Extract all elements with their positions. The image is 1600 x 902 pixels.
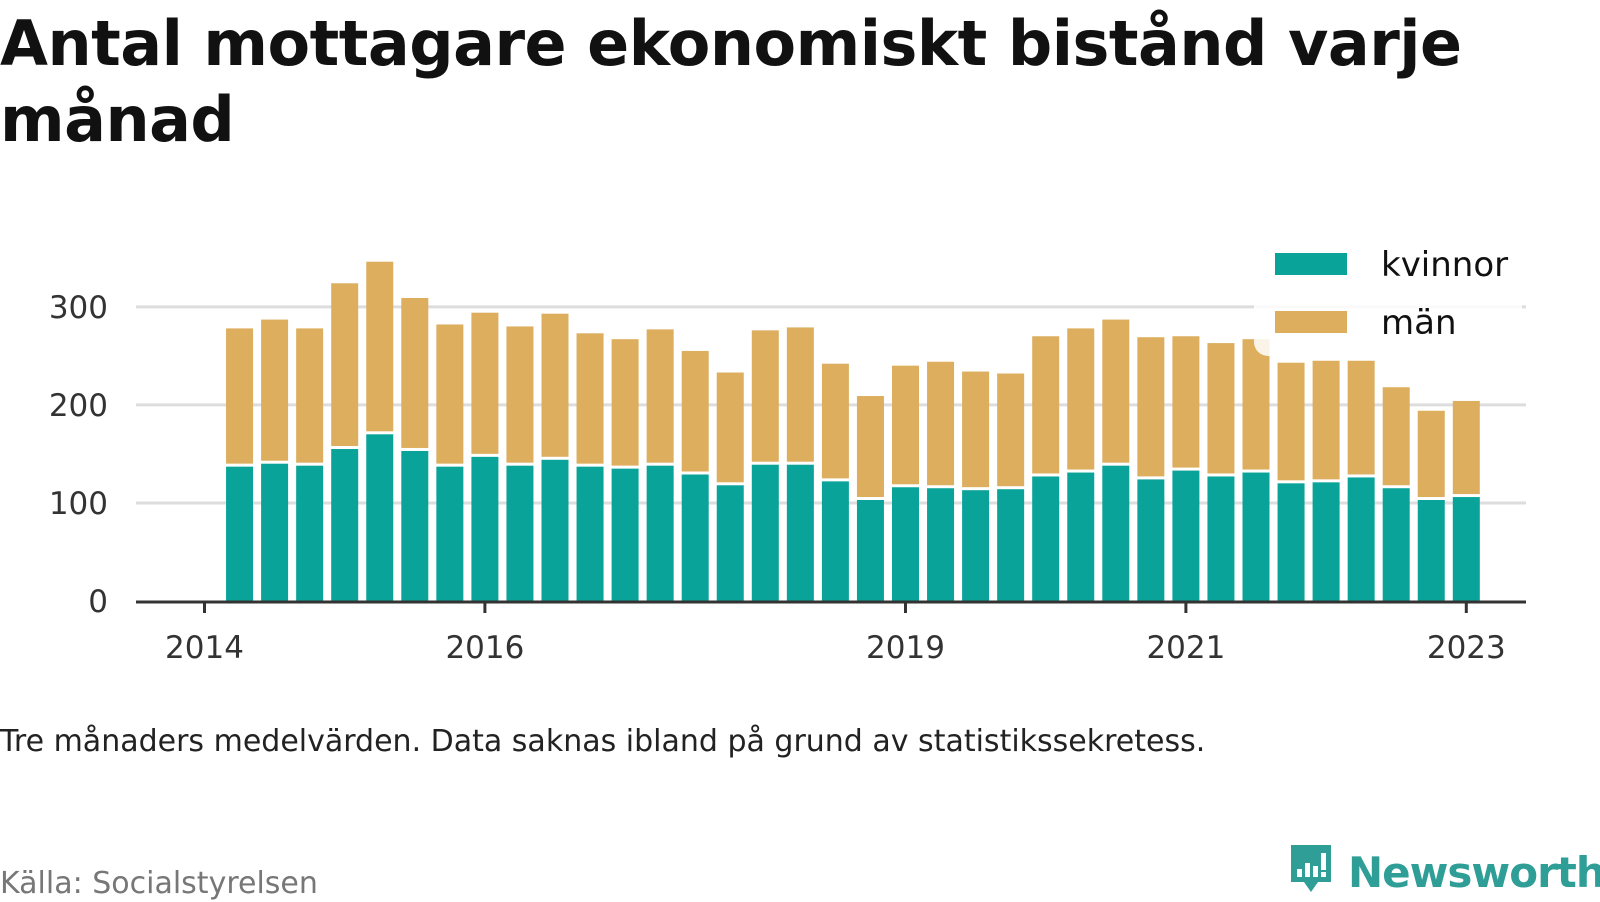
bar-man xyxy=(1032,336,1060,474)
bar-man xyxy=(296,328,324,463)
bar-man xyxy=(576,333,604,464)
bar-man xyxy=(436,324,464,464)
legend-label-kvinnor: kvinnor xyxy=(1381,245,1508,285)
bar-kvinnor xyxy=(1207,476,1235,601)
bar-man xyxy=(1382,387,1410,486)
bar-kvinnor xyxy=(716,485,744,601)
bar-kvinnor xyxy=(366,434,394,601)
bar-kvinnor xyxy=(1172,470,1200,601)
bar-man xyxy=(366,261,394,432)
bar-kvinnor xyxy=(331,449,359,601)
bar-kvinnor xyxy=(1347,477,1375,601)
legend-swatch-kvinnor xyxy=(1275,253,1347,275)
bar-kvinnor xyxy=(786,464,814,601)
bar-kvinnor xyxy=(1032,476,1060,601)
bar-man xyxy=(681,350,709,472)
bar-kvinnor xyxy=(1382,488,1410,601)
bar-kvinnor xyxy=(296,465,324,601)
bar-man xyxy=(541,313,569,457)
bar-kvinnor xyxy=(1417,499,1445,601)
bar-kvinnor xyxy=(856,499,884,601)
bar-kvinnor xyxy=(1137,479,1165,601)
bar-man xyxy=(611,339,639,466)
newsworthy-logo[interactable]: Newsworthy xyxy=(1288,842,1600,902)
bar-man xyxy=(1277,362,1305,481)
bar-kvinnor xyxy=(576,466,604,601)
bar-kvinnor xyxy=(892,487,919,601)
bar-man xyxy=(506,326,534,463)
bar-kvinnor xyxy=(436,466,464,601)
bar-man xyxy=(1172,336,1200,468)
bar-kvinnor xyxy=(1452,497,1480,601)
newsworthy-chart-bubble-icon xyxy=(1291,845,1331,892)
bar-kvinnor xyxy=(962,490,990,601)
x-tick-label: 2023 xyxy=(1427,630,1506,666)
bar-kvinnor xyxy=(1242,472,1270,601)
bar-man xyxy=(1452,400,1480,495)
bar-man xyxy=(962,371,990,488)
y-tick-label: 0 xyxy=(88,584,108,620)
bar-kvinnor xyxy=(506,465,534,601)
bar-kvinnor xyxy=(751,464,779,601)
bar-kvinnor xyxy=(1102,465,1130,601)
stacked-bar-chart: 0 100 200 300 2014 2016 2019 2021 2023 kvinnor män xyxy=(48,245,1526,666)
x-tick-label: 2019 xyxy=(866,630,945,666)
bar-man xyxy=(1102,319,1130,463)
bar-kvinnor xyxy=(821,481,849,601)
brand-name: Newsworthy xyxy=(1348,847,1600,897)
legend-label-man: män xyxy=(1381,303,1457,343)
chart-title: Antal mottagare ekonomiskt bistånd varje… xyxy=(0,7,1462,156)
bar-kvinnor xyxy=(646,465,674,601)
bar-man xyxy=(1347,360,1375,475)
x-tick-label: 2016 xyxy=(445,630,524,666)
bar-kvinnor xyxy=(226,466,254,601)
bar-kvinnor xyxy=(681,474,709,601)
bar-kvinnor xyxy=(471,456,499,601)
bar-kvinnor xyxy=(1277,483,1305,601)
bar-man xyxy=(821,363,849,479)
source-credit: Källa: Socialstyrelsen xyxy=(0,866,318,901)
bar-man xyxy=(786,327,814,462)
bar-kvinnor xyxy=(261,463,289,601)
bar-man xyxy=(1067,328,1095,470)
bar-kvinnor xyxy=(1312,482,1340,601)
bar-man xyxy=(1417,410,1445,497)
bar-kvinnor xyxy=(611,468,639,601)
y-tick-label: 200 xyxy=(49,388,108,424)
bar-kvinnor xyxy=(541,459,569,601)
bar-man xyxy=(1207,343,1235,474)
bar-man xyxy=(751,330,779,462)
y-tick-label: 300 xyxy=(49,290,108,326)
bar-man xyxy=(1242,339,1270,470)
bar-man xyxy=(1137,337,1165,477)
bar-man xyxy=(471,312,499,454)
chart-note: Tre månaders medelvärden. Data saknas ib… xyxy=(0,724,1206,759)
bar-man xyxy=(1312,360,1340,480)
bar-man xyxy=(331,283,359,447)
bar-man xyxy=(856,396,884,497)
x-tick-label: 2021 xyxy=(1146,630,1225,666)
legend-swatch-man xyxy=(1275,311,1347,333)
bar-man xyxy=(892,365,919,485)
bar-kvinnor xyxy=(927,488,955,601)
bar-man xyxy=(927,361,955,486)
bar-man xyxy=(226,328,254,464)
bar-man xyxy=(401,297,429,448)
x-tick-label: 2014 xyxy=(165,630,244,666)
y-tick-label: 100 xyxy=(49,486,108,522)
bar-kvinnor xyxy=(1067,472,1095,601)
bar-man xyxy=(997,373,1025,487)
bar-man xyxy=(716,372,744,483)
bar-man xyxy=(646,329,674,463)
bar-man xyxy=(261,319,289,461)
bar-kvinnor xyxy=(997,489,1025,601)
bar-kvinnor xyxy=(401,450,429,601)
